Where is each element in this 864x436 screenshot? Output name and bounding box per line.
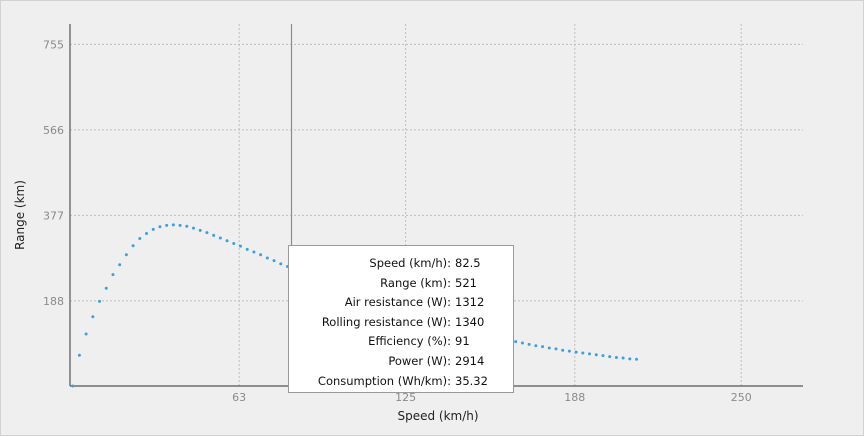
data-point [118,263,122,267]
tooltip-label: Rolling resistance (W) [321,314,448,329]
hover-tooltip: Speed (km/h):82.5 Range (km):521 Air resis… [288,245,514,393]
data-point [238,244,242,248]
data-point [252,250,256,254]
tooltip-row: Air resistance (W):1312 [299,293,499,313]
y-tick-label: 377 [43,209,64,222]
data-point [91,315,95,319]
tooltip-label: Speed (km/h) [369,256,448,270]
tooltip-label: Range (km) [380,275,448,290]
data-point [138,236,142,240]
tooltip-value: 2914 [455,353,485,368]
data-point [259,253,263,257]
x-tick-label: 250 [731,391,752,404]
data-point [245,247,249,251]
data-point [225,239,229,243]
data-point [71,384,75,388]
data-point [178,223,182,227]
tooltip-value: 82.5 [455,256,481,270]
data-point [272,259,276,263]
tooltip-value: 1312 [455,295,485,310]
data-point [232,241,236,245]
data-point [111,273,115,277]
data-point [171,223,175,227]
tooltip-label: Consumption (Wh/km) [317,373,448,388]
data-point [151,227,155,231]
data-point [165,223,169,227]
data-point [77,353,81,357]
data-point [131,244,135,248]
data-point [145,232,149,236]
tooltip-value: 91 [455,334,470,349]
tooltip-value: 1340 [455,314,485,329]
x-axis-title: Speed (km/h) [397,409,478,423]
x-tick-label: 188 [564,391,585,404]
tooltip-separator: : [447,373,451,388]
data-point [527,342,531,346]
data-point [567,349,571,353]
tooltip-separator: : [447,256,451,270]
data-point [621,356,625,360]
data-point [534,344,538,348]
data-point [84,332,88,336]
tooltip-label: Air resistance (W) [344,295,448,310]
tooltip-label: Power (W) [388,353,448,368]
data-point [554,347,558,351]
data-point [192,226,196,230]
tooltip-value: 35.32 [455,373,488,388]
y-tick-label: 188 [43,295,64,308]
tooltip-row: Rolling resistance (W):1340 [299,313,499,333]
tooltip-separator: : [447,275,451,290]
data-point [158,225,162,229]
data-point [279,262,283,266]
data-point [205,231,209,235]
data-point [635,357,639,361]
data-point [561,348,565,352]
data-point [212,233,216,237]
data-point [547,346,551,350]
tooltip-value: 521 [455,275,477,290]
tooltip-separator: : [447,295,451,310]
data-point [124,253,128,257]
tooltip-label: Efficiency (%) [368,334,448,349]
data-point [520,341,524,345]
x-tick-label: 63 [232,391,246,404]
data-point [574,350,578,354]
data-point [218,236,222,240]
data-point [265,256,269,260]
data-point [514,340,518,344]
y-tick-label: 755 [43,38,64,51]
data-point [601,354,605,358]
tooltip-row: Range (km):521 [299,274,499,294]
tooltip-row: Efficiency (%):91 [299,332,499,352]
data-point [185,224,189,228]
data-point [608,355,612,359]
tooltip-row: Consumption (Wh/km):35.32 [299,372,499,392]
tooltip-separator: : [447,353,451,368]
y-axis-title: Range (km) [13,180,27,250]
data-point [198,228,202,232]
tick-labels: 188 377 566 755 63 125 188 250 [43,38,752,404]
data-point [588,352,592,356]
tooltip-row: Power (W):2914 [299,352,499,372]
data-point [541,345,545,349]
data-point [581,351,585,355]
data-point [614,355,618,359]
tooltip-row: Speed (km/h):82.5 [299,254,499,274]
data-point [594,353,598,357]
y-tick-label: 566 [43,124,64,137]
data-point [104,286,108,290]
data-point [628,357,632,361]
x-tick-label: 125 [395,391,416,404]
tooltip-separator: : [447,314,451,329]
data-point [98,299,102,303]
tooltip-separator: : [447,334,451,349]
